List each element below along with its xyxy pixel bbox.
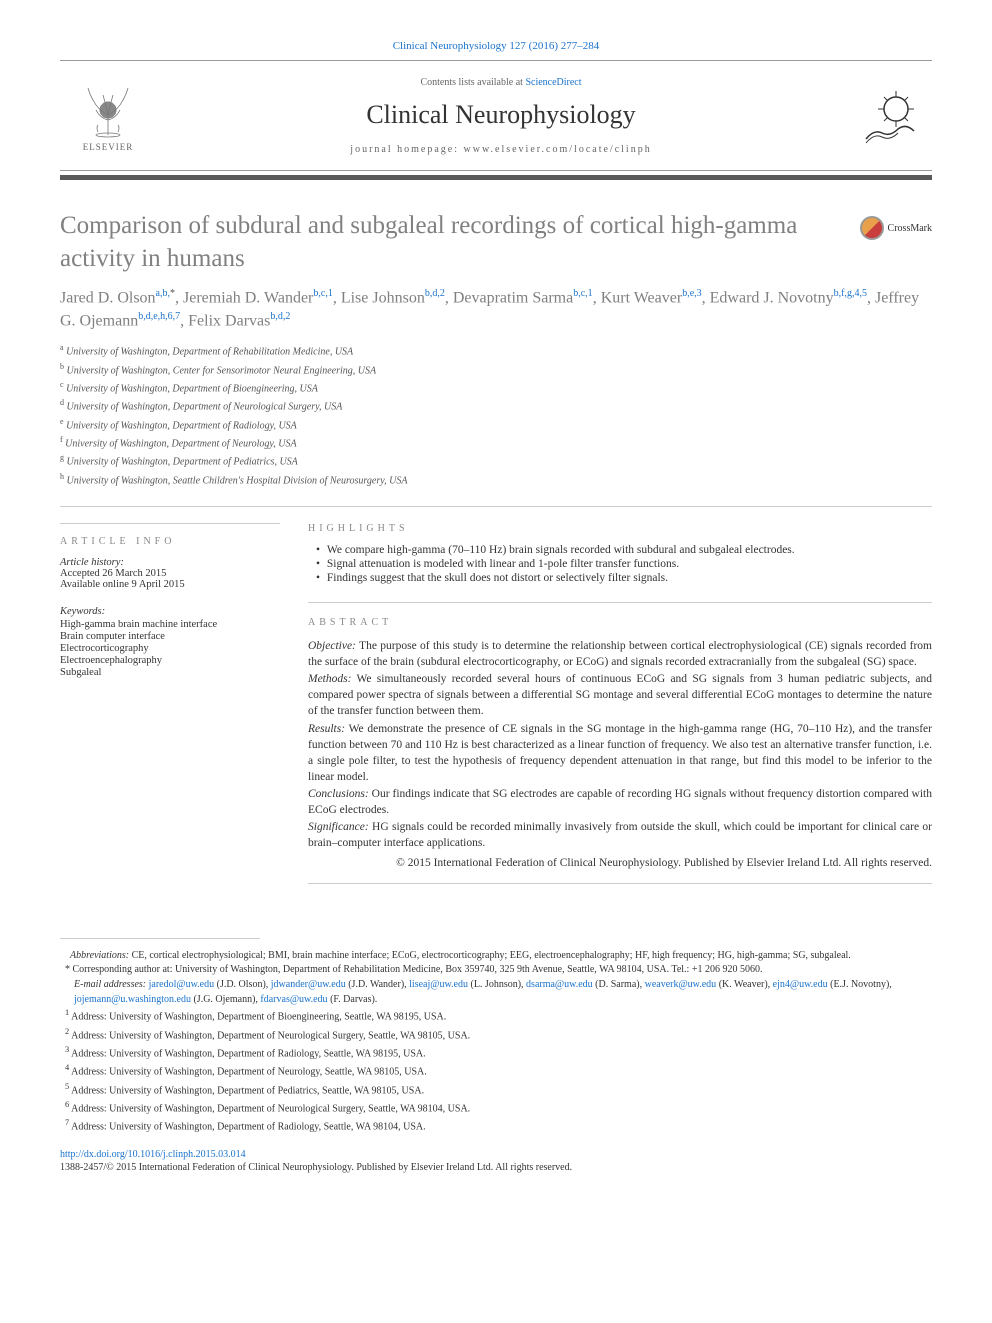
affiliation-item: d University of Washington, Department o…: [60, 397, 932, 414]
doi-link[interactable]: http://dx.doi.org/10.1016/j.clinph.2015.…: [60, 1149, 932, 1160]
highlight-item: Signal attenuation is modeled with linea…: [316, 558, 932, 570]
sciencedirect-link[interactable]: ScienceDirect: [525, 77, 581, 88]
issn-line: 1388-2457/© 2015 International Federatio…: [60, 1162, 932, 1173]
mid-divider: [60, 506, 932, 507]
elsevier-text: ELSEVIER: [83, 142, 134, 152]
significance-label: Significance:: [308, 821, 369, 833]
objective-label: Objective:: [308, 640, 356, 652]
elsevier-logo: ELSEVIER: [68, 73, 148, 158]
keyword-item: Brain computer interface: [60, 631, 280, 642]
highlight-item: We compare high-gamma (70–110 Hz) brain …: [316, 544, 932, 556]
keyword-item: Electrocorticography: [60, 643, 280, 654]
email-link[interactable]: jaredol@uw.edu: [149, 979, 214, 990]
affiliation-item: f University of Washington, Department o…: [60, 434, 932, 451]
methods-text: We simultaneously recorded several hours…: [308, 673, 932, 717]
address-note-item: 3 Address: University of Washington, Dep…: [60, 1044, 932, 1061]
email-label: E-mail addresses:: [74, 979, 146, 990]
significance-text: HG signals could be recorded minimally i…: [308, 821, 932, 849]
header-citation: Clinical Neurophysiology 127 (2016) 277–…: [60, 40, 932, 52]
results-text: We demonstrate the presence of CE signal…: [308, 723, 932, 783]
affiliation-item: b University of Washington, Center for S…: [60, 361, 932, 378]
highlight-item: Findings suggest that the skull does not…: [316, 572, 932, 584]
article-history-label: Article history:: [60, 557, 280, 568]
affiliation-item: h University of Washington, Seattle Chil…: [60, 471, 932, 488]
corresponding-text: University of Washington, Department of …: [175, 964, 763, 975]
corresponding-label: Corresponding author at:: [73, 964, 175, 975]
contents-prefix: Contents lists available at: [420, 77, 525, 88]
abstract-heading: ABSTRACT: [308, 617, 932, 628]
abbrev-label: Abbreviations:: [70, 950, 129, 961]
address-note-item: 7 Address: University of Washington, Dep…: [60, 1117, 932, 1134]
elsevier-tree-icon: [78, 80, 138, 140]
journal-cover-icon: [854, 81, 924, 151]
emails-block: E-mail addresses: jaredol@uw.edu (J.D. O…: [60, 977, 932, 1007]
crossmark-icon: [860, 216, 884, 240]
email-link[interactable]: jojemann@u.washington.edu: [74, 994, 191, 1005]
article-info-heading: ARTICLE INFO: [60, 523, 280, 547]
affiliation-item: c University of Washington, Department o…: [60, 379, 932, 396]
address-note-item: 1 Address: University of Washington, Dep…: [60, 1007, 932, 1024]
keyword-item: Electroencephalography: [60, 655, 280, 666]
abbrev-text: CE, cortical electrophysiological; BMI, …: [129, 950, 851, 961]
online-date: Available online 9 April 2015: [60, 579, 280, 590]
address-note-item: 5 Address: University of Washington, Dep…: [60, 1081, 932, 1098]
address-note-item: 4 Address: University of Washington, Dep…: [60, 1062, 932, 1079]
affiliation-item: a University of Washington, Department o…: [60, 342, 932, 359]
email-link[interactable]: dsarma@uw.edu: [526, 979, 593, 990]
email-link[interactable]: liseaj@uw.edu: [409, 979, 468, 990]
keywords-label: Keywords:: [60, 606, 280, 617]
objective-text: The purpose of this study is to determin…: [308, 640, 932, 668]
keywords-block: Keywords: High-gamma brain machine inter…: [60, 606, 280, 678]
abstract-copyright: © 2015 International Federation of Clini…: [308, 855, 932, 871]
article-title: Comparison of subdural and subgaleal rec…: [60, 210, 840, 275]
abstract-block: Objective: The purpose of this study is …: [308, 638, 932, 871]
address-note-item: 2 Address: University of Washington, Dep…: [60, 1026, 932, 1043]
email-link[interactable]: weaverk@uw.edu: [645, 979, 717, 990]
highlights-block: We compare high-gamma (70–110 Hz) brain …: [308, 544, 932, 584]
email-link[interactable]: jdwander@uw.edu: [271, 979, 346, 990]
results-label: Results:: [308, 723, 345, 735]
methods-label: Methods:: [308, 673, 351, 685]
authors-list: Jared D. Olsona,b,*, Jeremiah D. Wanderb…: [60, 287, 932, 332]
article-info-block: Article history: Accepted 26 March 2015 …: [60, 557, 280, 590]
contents-available-line: Contents lists available at ScienceDirec…: [148, 77, 854, 88]
abbreviations-block: Abbreviations: CE, cortical electrophysi…: [60, 949, 932, 963]
conclusions-label: Conclusions:: [308, 788, 369, 800]
address-note-item: 6 Address: University of Washington, Dep…: [60, 1099, 932, 1116]
highlights-heading: HIGHLIGHTS: [308, 523, 932, 534]
header-box: ELSEVIER Contents lists available at Sci…: [60, 60, 932, 171]
right-divider-2: [308, 883, 932, 884]
email-link[interactable]: ejn4@uw.edu: [773, 979, 828, 990]
conclusions-text: Our findings indicate that SG electrodes…: [308, 788, 932, 816]
affiliation-item: g University of Washington, Department o…: [60, 452, 932, 469]
thick-divider: [60, 175, 932, 180]
affiliation-item: e University of Washington, Department o…: [60, 416, 932, 433]
bottom-divider: [60, 938, 260, 939]
address-notes-block: 1 Address: University of Washington, Dep…: [60, 1007, 932, 1134]
email-link[interactable]: fdarvas@uw.edu: [260, 994, 327, 1005]
corresponding-block: * Corresponding author at: University of…: [60, 963, 932, 977]
crossmark-badge[interactable]: CrossMark: [860, 216, 932, 240]
affiliations-list: a University of Washington, Department o…: [60, 342, 932, 488]
right-divider-1: [308, 602, 932, 603]
keyword-item: High-gamma brain machine interface: [60, 619, 280, 630]
accepted-date: Accepted 26 March 2015: [60, 568, 280, 579]
crossmark-label: CrossMark: [888, 223, 932, 234]
keyword-item: Subgaleal: [60, 667, 280, 678]
journal-title: Clinical Neurophysiology: [148, 100, 854, 130]
homepage-line: journal homepage: www.elsevier.com/locat…: [148, 144, 854, 155]
